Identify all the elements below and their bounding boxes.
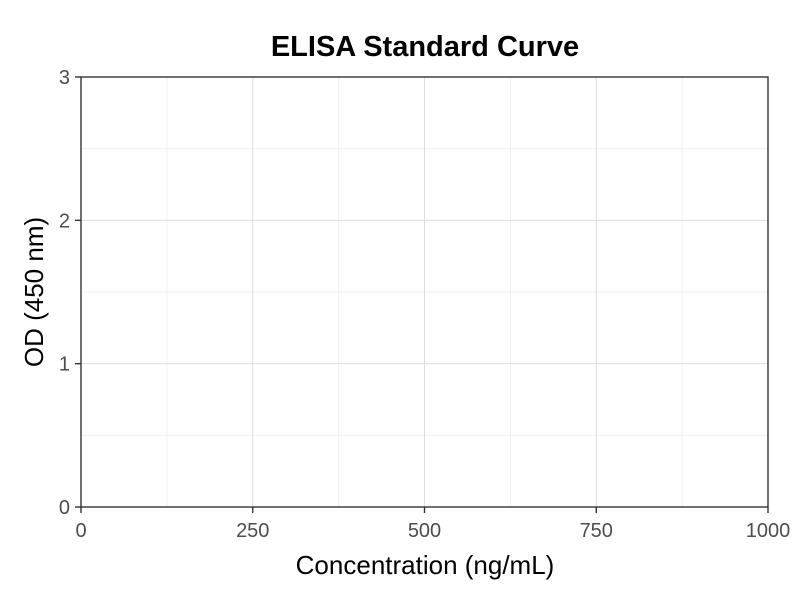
x-tick-label: 250 <box>236 520 269 542</box>
y-tick-label: 3 <box>59 67 70 89</box>
y-tick-labels: 0 1 2 3 <box>59 67 70 519</box>
x-tick-label: 1000 <box>746 520 791 542</box>
x-tick-label: 750 <box>580 520 613 542</box>
y-axis-label: OD (450 nm) <box>19 217 49 367</box>
y-tick-label: 1 <box>59 354 70 376</box>
x-tick-label: 0 <box>75 520 86 542</box>
y-tick-label: 0 <box>59 497 70 519</box>
x-tick-labels: 0 250 500 750 1000 <box>75 520 790 542</box>
y-tick-label: 2 <box>59 210 70 232</box>
chart-title: ELISA Standard Curve <box>271 31 579 63</box>
x-tick-label: 500 <box>408 520 441 542</box>
axis-ticks <box>75 76 769 513</box>
x-axis-label: Concentration (ng/mL) <box>296 550 555 580</box>
